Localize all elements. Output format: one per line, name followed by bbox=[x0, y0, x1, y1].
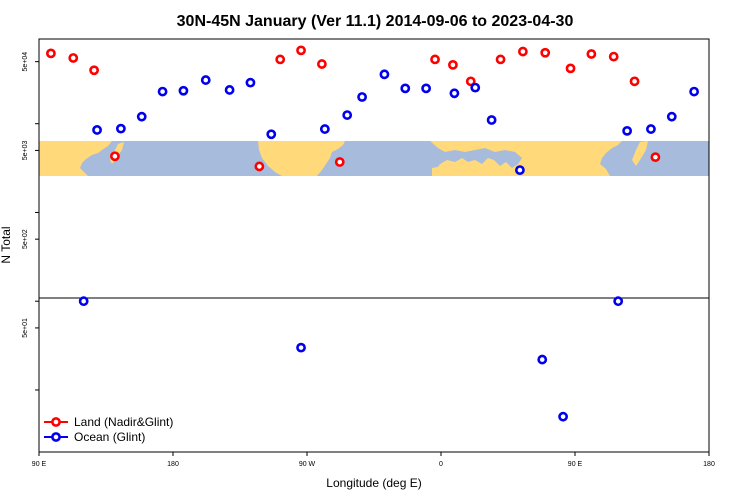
ocean-point bbox=[400, 83, 411, 94]
ocean-point bbox=[689, 86, 700, 97]
ocean-point bbox=[666, 111, 677, 122]
legend-ocean-label: Ocean (Glint) bbox=[74, 430, 145, 444]
ocean-point bbox=[342, 110, 353, 120]
y-tick-label: 5e+03 bbox=[22, 140, 29, 160]
land-point bbox=[296, 45, 306, 56]
data-points bbox=[46, 45, 700, 422]
land-point bbox=[517, 46, 528, 57]
chart-title: 30N-45N January (Ver 11.1) 2014-09-06 to… bbox=[177, 13, 574, 30]
x-tick-label: 0 bbox=[439, 461, 443, 468]
ocean-point bbox=[515, 165, 525, 176]
land-point bbox=[629, 76, 640, 87]
legend-ocean-marker bbox=[51, 432, 61, 442]
legend-land-label: Land (Nadir&Glint) bbox=[74, 415, 173, 429]
ocean-point bbox=[296, 342, 306, 353]
ocean-point bbox=[92, 125, 102, 135]
ocean-point bbox=[178, 85, 189, 96]
ocean-point bbox=[136, 111, 147, 122]
land-point bbox=[46, 48, 56, 59]
land-point bbox=[275, 54, 286, 65]
land-point bbox=[110, 151, 120, 162]
land-point bbox=[68, 53, 79, 63]
ocean-point bbox=[558, 411, 568, 422]
ocean-point bbox=[157, 86, 168, 97]
y-axis-label: N Total bbox=[0, 226, 13, 263]
ocean-point bbox=[421, 83, 432, 94]
land-point bbox=[608, 51, 619, 62]
ocean-point bbox=[613, 296, 624, 307]
ocean-point bbox=[357, 92, 367, 102]
world-map-strip bbox=[39, 141, 709, 176]
land-point bbox=[565, 63, 576, 74]
ocean-point bbox=[622, 125, 633, 136]
ocean-point bbox=[78, 296, 89, 307]
x-tick-label: 90 E bbox=[568, 461, 583, 468]
ocean-point bbox=[266, 129, 277, 140]
x-tick-label: 90 E bbox=[32, 461, 47, 468]
land-point bbox=[334, 157, 345, 167]
y-axis-ticks: 5e+04 5e+03 5e+02 5e+01 bbox=[22, 52, 39, 391]
ocean-point bbox=[537, 354, 548, 365]
ocean-point bbox=[319, 124, 330, 134]
y-tick-label: 5e+04 bbox=[22, 52, 29, 72]
map-land-north-america bbox=[258, 141, 345, 176]
plot-frame bbox=[38, 38, 710, 453]
ocean-point bbox=[224, 85, 235, 95]
y-tick-label: 5e+02 bbox=[22, 229, 29, 249]
ocean-point bbox=[115, 123, 126, 134]
x-tick-label: 90 W bbox=[299, 461, 316, 468]
map-land-japan-right bbox=[632, 141, 648, 166]
land-point bbox=[540, 47, 551, 58]
land-point bbox=[586, 49, 597, 59]
ocean-point bbox=[470, 82, 481, 93]
x-tick-label: 180 bbox=[167, 461, 179, 468]
land-point bbox=[316, 59, 327, 69]
x-axis-ticks: 90 E 180 90 W 0 90 E 180 bbox=[32, 452, 715, 468]
land-point bbox=[465, 76, 476, 87]
x-tick-label: 180 bbox=[703, 461, 715, 468]
land-point bbox=[254, 161, 265, 172]
land-point bbox=[448, 59, 458, 70]
land-point bbox=[650, 152, 661, 163]
ocean-point bbox=[449, 88, 460, 99]
land-point bbox=[430, 54, 440, 65]
ocean-point bbox=[245, 77, 256, 88]
ocean-point bbox=[379, 69, 390, 80]
ocean-point bbox=[646, 124, 656, 134]
map-land-eurasia bbox=[430, 141, 622, 176]
ocean-point bbox=[486, 115, 497, 125]
land-point bbox=[89, 65, 99, 76]
y-tick-label: 5e+01 bbox=[22, 318, 29, 338]
land-point bbox=[495, 54, 506, 65]
legend: Land (Nadir&Glint) Ocean (Glint) bbox=[44, 415, 173, 444]
ocean-point bbox=[200, 75, 211, 85]
map-land-africa bbox=[432, 166, 480, 176]
x-axis-label: Longitude (deg E) bbox=[326, 476, 421, 490]
legend-land-marker bbox=[51, 417, 61, 427]
map-land-asia bbox=[39, 141, 112, 176]
